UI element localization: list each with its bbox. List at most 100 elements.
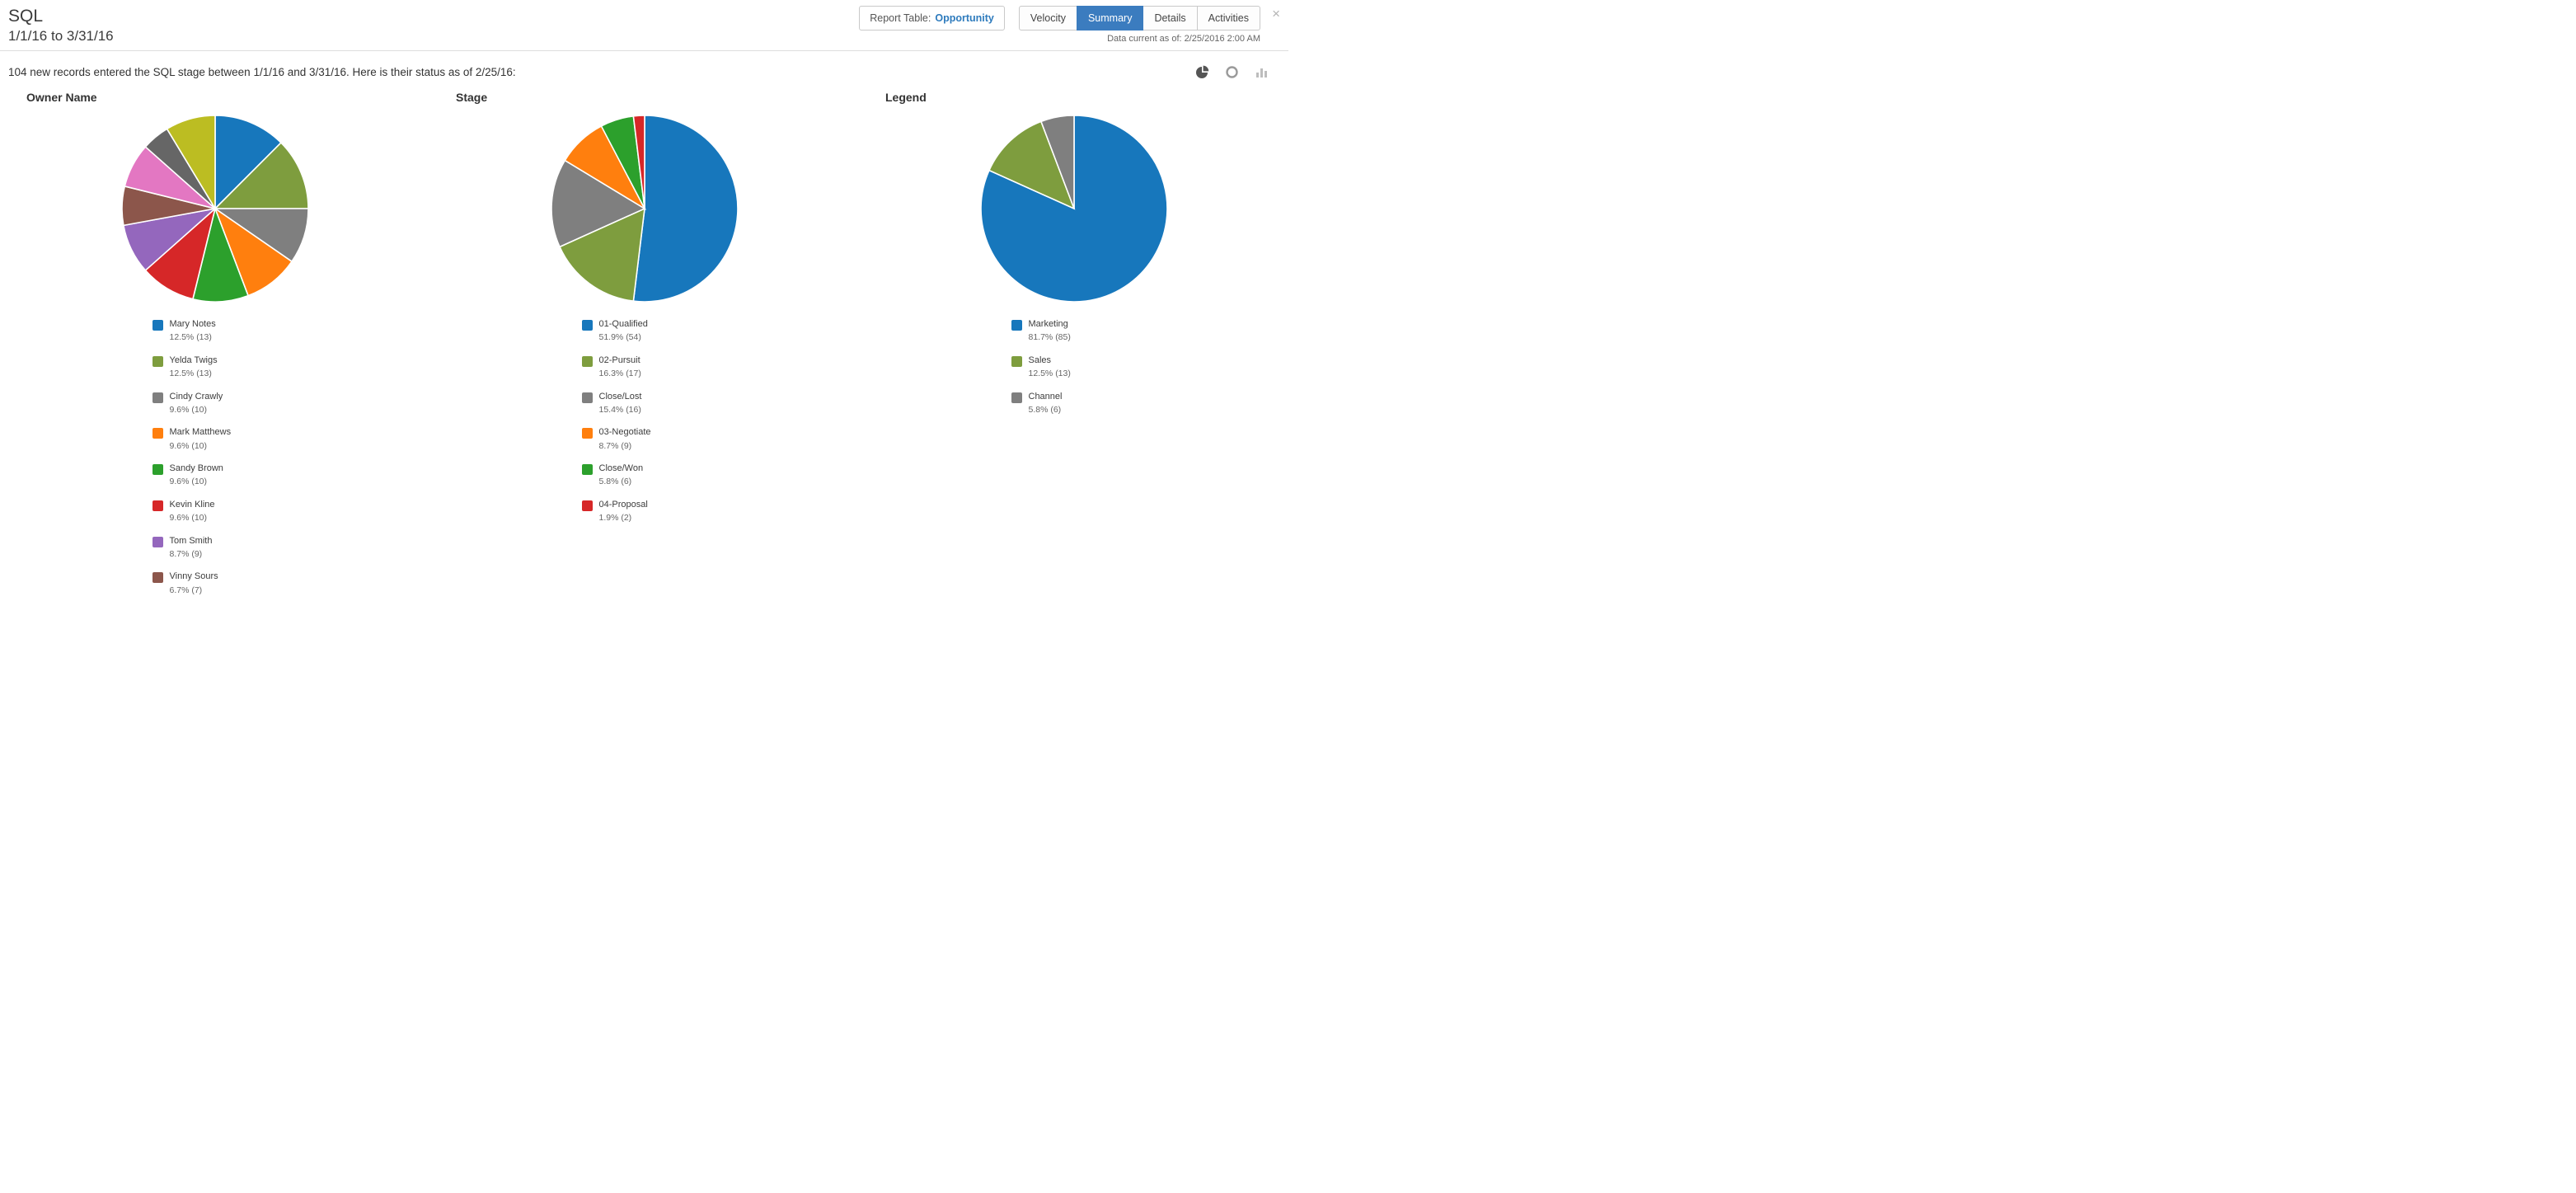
legend-item[interactable]: Marketing 81.7% (85) bbox=[1011, 319, 1137, 343]
legend-text: 04-Proposal 1.9% (2) bbox=[599, 500, 648, 524]
pie-slice[interactable] bbox=[165, 115, 216, 211]
pie-slice[interactable] bbox=[558, 207, 645, 303]
legend-item[interactable]: Sandy Brown 9.6% (10) bbox=[152, 463, 278, 487]
tab-activities[interactable]: Activities bbox=[1196, 6, 1260, 31]
legend-item[interactable]: 04-Proposal 1.9% (2) bbox=[581, 500, 707, 524]
chart-legend-source: Legend Marketing 81.7% (85) Sales 12.5% (13… bbox=[859, 91, 1288, 608]
legend-value: 6.7% (7) bbox=[169, 585, 203, 595]
legend-label: Marketing bbox=[1028, 319, 1068, 329]
legend-item[interactable]: Vinny Sours 6.7% (7) bbox=[152, 571, 278, 595]
legend-label: Tom Smith bbox=[169, 535, 213, 546]
legend-text: 03-Negotiate 8.7% (9) bbox=[599, 427, 651, 451]
legend-value: 15.4% (16) bbox=[598, 404, 641, 415]
page-title: SQL bbox=[8, 7, 44, 26]
legend-item[interactable]: Kevin Kline 9.6% (10) bbox=[152, 500, 278, 524]
pie-chart bbox=[550, 115, 739, 303]
legend-value: 12.5% (13) bbox=[169, 332, 212, 343]
chart-type-toggles bbox=[1195, 65, 1269, 79]
legend-item[interactable]: Channel 5.8% (6) bbox=[1011, 392, 1137, 416]
legend-item[interactable]: 02-Pursuit 16.3% (17) bbox=[581, 355, 707, 379]
legend-item[interactable]: Mark Matthews 9.6% (10) bbox=[152, 427, 278, 451]
legend-value: 1.9% (2) bbox=[598, 513, 632, 524]
legend-text: 02-Pursuit 16.3% (17) bbox=[599, 355, 641, 379]
pie-slice[interactable] bbox=[988, 120, 1075, 210]
legend-label: Channel bbox=[1028, 391, 1063, 402]
legend-text: Sales 12.5% (13) bbox=[1029, 355, 1071, 379]
report-table-value: Opportunity bbox=[935, 12, 994, 24]
header-controls: Report Table: Opportunity Velocity Summar… bbox=[859, 6, 1260, 31]
legend-label: Vinny Sours bbox=[169, 571, 218, 582]
legend-text: Kevin Kline 9.6% (10) bbox=[170, 500, 215, 524]
legend-swatch bbox=[581, 428, 593, 439]
legend-item[interactable]: Cindy Crawly 9.6% (10) bbox=[152, 392, 278, 416]
tab-velocity[interactable]: Velocity bbox=[1018, 6, 1077, 31]
legend-value: 12.5% (13) bbox=[169, 368, 212, 378]
status-row: 104 new records entered the SQL stage be… bbox=[0, 65, 1288, 79]
chart-title: Legend bbox=[885, 91, 927, 104]
legend-swatch bbox=[581, 320, 593, 331]
legend-swatch bbox=[1011, 320, 1022, 331]
bar-chart-icon[interactable] bbox=[1255, 65, 1269, 79]
legend-swatch bbox=[581, 500, 593, 511]
donut-chart-icon[interactable] bbox=[1225, 65, 1239, 79]
legend-value: 9.6% (10) bbox=[169, 513, 208, 524]
legend-item[interactable]: Close/Lost 15.4% (16) bbox=[581, 392, 707, 416]
legend-label: 01-Qualified bbox=[598, 319, 648, 329]
legend-item[interactable]: 03-Negotiate 8.7% (9) bbox=[581, 427, 707, 451]
legend-item[interactable]: 01-Qualified 51.9% (54) bbox=[581, 319, 707, 343]
legend-text: Close/Lost 15.4% (16) bbox=[599, 392, 642, 416]
legend-value: 8.7% (9) bbox=[598, 440, 632, 451]
chart-title: Owner Name bbox=[26, 91, 97, 104]
legend-label: Close/Won bbox=[598, 463, 644, 474]
pie-chart-icon[interactable] bbox=[1195, 65, 1209, 79]
legend-label: Close/Lost bbox=[598, 391, 642, 402]
pie-slice[interactable] bbox=[1039, 115, 1075, 209]
pie-slice[interactable] bbox=[550, 159, 646, 248]
chart-title: Stage bbox=[456, 91, 488, 104]
report-table-selector[interactable]: Report Table: Opportunity bbox=[859, 6, 1005, 31]
pie-slice[interactable] bbox=[213, 141, 309, 209]
charts-row: Owner Name Mary Notes 12.5% (13) Yelda Twi… bbox=[0, 91, 1288, 608]
pie-slice[interactable] bbox=[631, 115, 645, 209]
chart-owner-name: Owner Name Mary Notes 12.5% (13) Yelda Twi… bbox=[0, 91, 429, 608]
legend-swatch bbox=[152, 428, 163, 439]
legend-value: 9.6% (10) bbox=[169, 477, 208, 487]
legend-value: 5.8% (6) bbox=[1028, 404, 1062, 415]
legend-value: 51.9% (54) bbox=[598, 332, 641, 343]
legend-swatch bbox=[581, 464, 593, 476]
pie-slice[interactable] bbox=[631, 115, 739, 303]
top-bar: SQL 1/1/16 to 3/31/16 Report Table: Oppor… bbox=[0, 0, 1288, 51]
pie-slice[interactable] bbox=[213, 115, 282, 210]
legend-swatch bbox=[152, 320, 163, 331]
legend-label: Mark Matthews bbox=[169, 427, 232, 438]
date-range: 1/1/16 to 3/31/16 bbox=[8, 28, 114, 45]
status-text: 104 new records entered the SQL stage be… bbox=[8, 66, 516, 78]
legend-text: Sandy Brown 9.6% (10) bbox=[170, 463, 223, 487]
legend-swatch bbox=[152, 392, 163, 403]
legend-value: 8.7% (9) bbox=[169, 548, 203, 559]
legend-value: 9.6% (10) bbox=[169, 404, 208, 415]
legend-item[interactable]: Close/Won 5.8% (6) bbox=[581, 463, 707, 487]
legend-value: 81.7% (85) bbox=[1028, 332, 1071, 343]
tab-summary[interactable]: Summary bbox=[1076, 6, 1144, 31]
view-tabs: Velocity Summary Details Activities bbox=[1018, 6, 1260, 31]
legend-text: Channel 5.8% (6) bbox=[1029, 392, 1063, 416]
legend-item[interactable]: Tom Smith 8.7% (9) bbox=[152, 536, 278, 560]
legend-label: Cindy Crawly bbox=[169, 391, 223, 402]
legend-label: Yelda Twigs bbox=[169, 355, 218, 365]
legend-text: Close/Won 5.8% (6) bbox=[599, 463, 644, 487]
legend-text: Mark Matthews 9.6% (10) bbox=[170, 427, 232, 451]
legend-item[interactable]: Yelda Twigs 12.5% (13) bbox=[152, 355, 278, 379]
legend-value: 5.8% (6) bbox=[598, 477, 632, 487]
legend-label: Sandy Brown bbox=[169, 463, 223, 474]
legend-text: Cindy Crawly 9.6% (10) bbox=[170, 392, 223, 416]
legend-swatch bbox=[1011, 392, 1022, 403]
legend-item[interactable]: Mary Notes 12.5% (13) bbox=[152, 319, 278, 343]
legend-label: 02-Pursuit bbox=[598, 355, 640, 365]
legend-item[interactable]: Sales 12.5% (13) bbox=[1011, 355, 1137, 379]
legend-swatch bbox=[152, 464, 163, 476]
tab-details[interactable]: Details bbox=[1143, 6, 1198, 31]
legend-text: Marketing 81.7% (85) bbox=[1029, 319, 1071, 343]
data-current-timestamp: Data current as of: 2/25/2016 2:00 AM bbox=[1107, 34, 1260, 44]
close-icon[interactable]: × bbox=[1272, 6, 1280, 21]
